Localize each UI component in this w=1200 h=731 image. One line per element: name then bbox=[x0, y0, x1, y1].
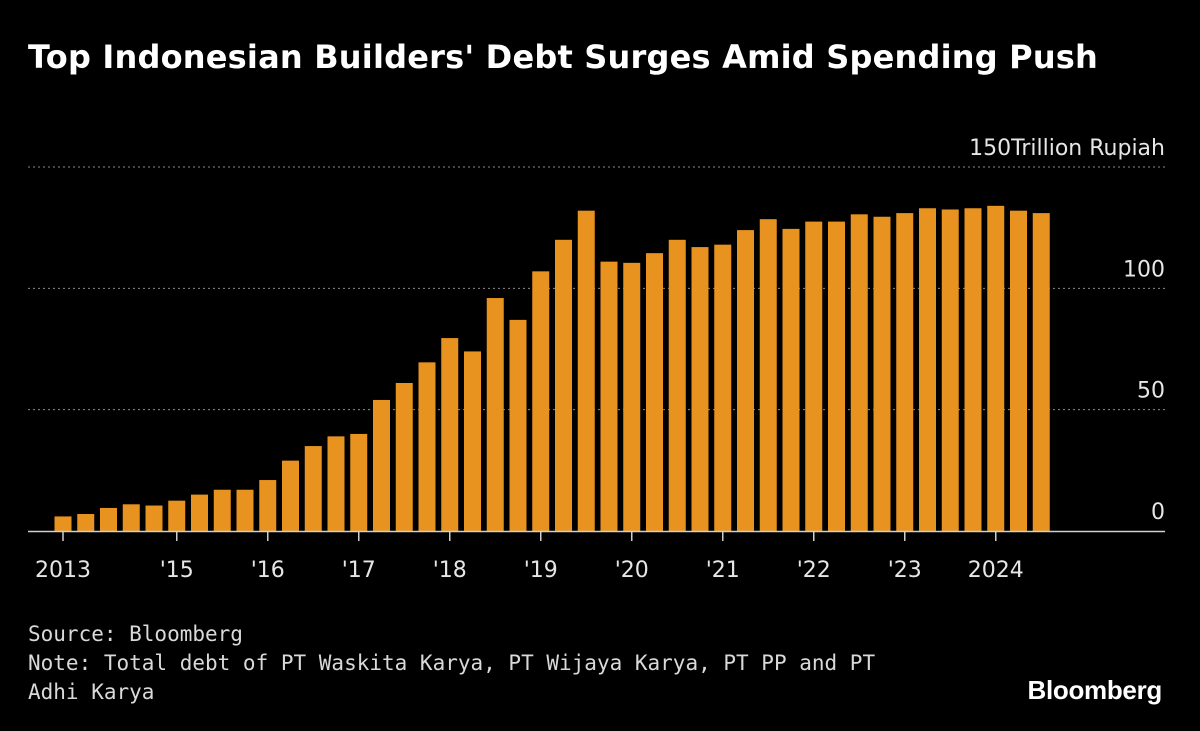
bar-25 bbox=[623, 262, 641, 531]
note-line-1: Note: Total debt of PT Waskita Karya, PT… bbox=[28, 651, 876, 675]
y-tick-label-0: 0 bbox=[1151, 500, 1165, 525]
bar-4 bbox=[145, 505, 163, 531]
bar-32 bbox=[782, 228, 800, 531]
x-tick-label: 2013 bbox=[35, 558, 91, 583]
bar-41 bbox=[987, 205, 1005, 531]
bar-1 bbox=[77, 514, 95, 531]
bar-28 bbox=[691, 247, 709, 531]
bar-34 bbox=[828, 221, 845, 531]
y-tick-label-100: 100 bbox=[1123, 257, 1165, 282]
x-tick-label: '16 bbox=[251, 558, 285, 583]
bar-40 bbox=[964, 208, 982, 531]
bar-29 bbox=[714, 244, 732, 532]
bar-19 bbox=[486, 298, 504, 531]
bar-36 bbox=[873, 216, 891, 531]
bar-21 bbox=[532, 271, 550, 531]
bars bbox=[54, 205, 1050, 532]
x-tick-label: '15 bbox=[160, 558, 194, 583]
bar-13 bbox=[350, 433, 368, 531]
x-tick-label: '21 bbox=[706, 558, 740, 583]
bar-5 bbox=[168, 500, 186, 531]
bar-43 bbox=[1032, 213, 1050, 531]
bar-20 bbox=[509, 319, 527, 531]
source-note: Source: Bloomberg bbox=[28, 622, 243, 646]
bar-27 bbox=[668, 239, 686, 532]
bar-39 bbox=[941, 209, 959, 531]
bar-30 bbox=[737, 230, 754, 532]
bar-15 bbox=[395, 382, 413, 531]
x-axis bbox=[28, 530, 1165, 541]
bar-12 bbox=[327, 436, 345, 531]
footer: Source: Bloomberg Note: Total debt of PT… bbox=[28, 620, 875, 707]
axis-labels: 0 50 100 150Trillion Rupiah 2013 '15 '16 '17 '18… bbox=[35, 136, 1165, 583]
bar-0 bbox=[54, 516, 72, 531]
bar-3 bbox=[122, 504, 140, 531]
bar-42 bbox=[1010, 210, 1027, 531]
bar-31 bbox=[759, 219, 777, 531]
bar-10 bbox=[282, 460, 299, 531]
bar-17 bbox=[441, 338, 459, 531]
bar-16 bbox=[418, 362, 436, 531]
x-tick-label: '18 bbox=[433, 558, 467, 583]
x-tick-label: 2024 bbox=[968, 558, 1024, 583]
bloomberg-logo: Bloomberg bbox=[1027, 675, 1162, 705]
bar-14 bbox=[373, 399, 390, 531]
bar-33 bbox=[805, 221, 823, 531]
bar-7 bbox=[213, 489, 231, 531]
bar-22 bbox=[555, 239, 572, 532]
y-tick-label-50: 50 bbox=[1137, 379, 1165, 404]
bar-38 bbox=[919, 208, 936, 531]
note-line-2: Adhi Karya bbox=[28, 680, 155, 704]
chart-title: Top Indonesian Builders' Debt Surges Ami… bbox=[28, 38, 1099, 76]
bar-23 bbox=[577, 210, 595, 531]
bar-6 bbox=[191, 494, 208, 531]
bar-2 bbox=[100, 507, 117, 531]
x-tick-label: '17 bbox=[342, 558, 376, 583]
y-tick-label-150: 150Trillion Rupiah bbox=[969, 136, 1165, 161]
bar-24 bbox=[600, 261, 618, 531]
bar-9 bbox=[259, 480, 277, 531]
bar-37 bbox=[896, 213, 914, 531]
x-tick-label: '19 bbox=[524, 558, 558, 583]
bar-11 bbox=[304, 446, 322, 531]
bar-18 bbox=[464, 351, 481, 531]
bar-8 bbox=[236, 489, 254, 531]
bar-26 bbox=[646, 253, 663, 531]
x-tick-label: '20 bbox=[615, 558, 649, 583]
x-tick-label: '23 bbox=[888, 558, 922, 583]
x-tick-label: '22 bbox=[797, 558, 831, 583]
bar-35 bbox=[850, 214, 868, 531]
